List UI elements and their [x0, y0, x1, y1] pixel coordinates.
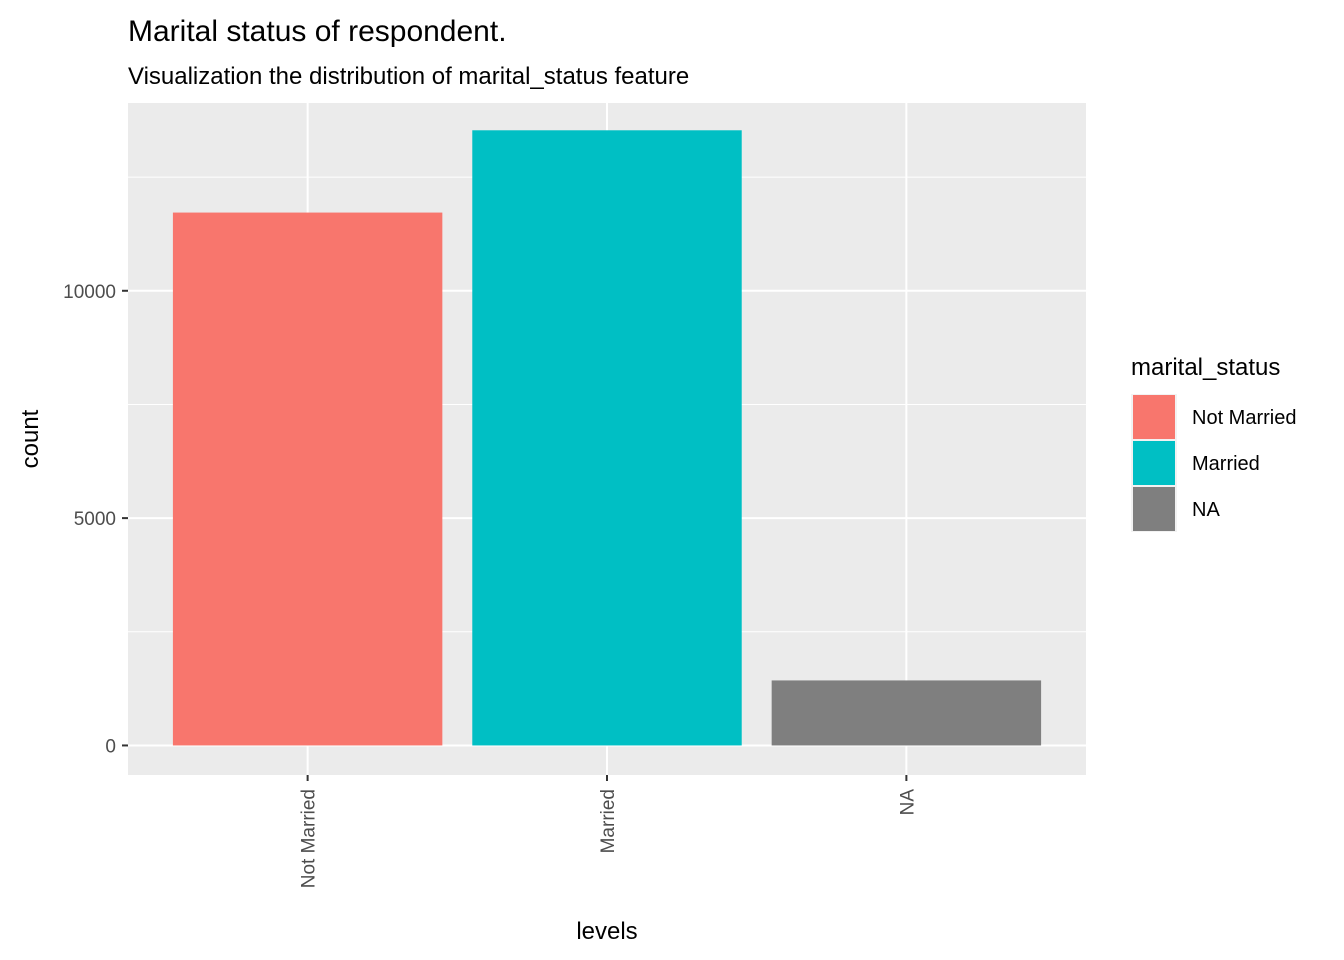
legend-label: Married: [1192, 453, 1260, 475]
bars: [172, 130, 1042, 746]
x-axis: Not Married Married NA: [299, 775, 918, 888]
y-tick-label: 0: [105, 736, 116, 757]
y-tick-label: 5000: [74, 509, 116, 530]
y-tick-label: 10000: [63, 282, 116, 303]
y-axis: 0 5000 10000: [63, 282, 128, 757]
legend-key: [1133, 441, 1175, 485]
legend: marital_status Not Married Married NA: [1131, 354, 1296, 532]
chart-title: Marital status of respondent.: [128, 15, 507, 48]
legend-key: [1133, 395, 1175, 439]
legend-label: NA: [1192, 499, 1220, 521]
chart-subtitle: Visualization the distribution of marita…: [128, 63, 689, 90]
bar-2: [771, 680, 1042, 746]
legend-label: Not Married: [1192, 407, 1296, 429]
legend-title: marital_status: [1131, 354, 1280, 381]
bar-1: [472, 130, 742, 746]
x-tick-label: NA: [897, 789, 918, 816]
y-axis-title: count: [17, 409, 44, 468]
x-axis-title: levels: [576, 918, 637, 945]
bar-0: [172, 212, 443, 746]
x-tick-label: Married: [598, 789, 619, 853]
legend-key: [1133, 487, 1175, 531]
x-tick-label: Not Married: [299, 789, 320, 888]
